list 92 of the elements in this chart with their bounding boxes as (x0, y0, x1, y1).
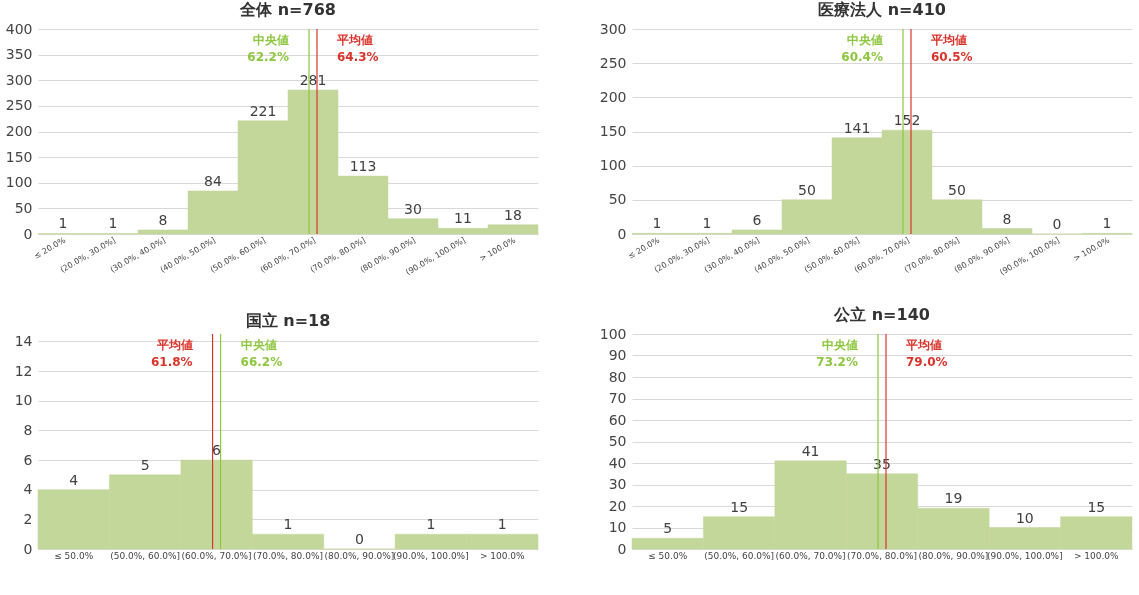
y-tick-label: 4 (23, 481, 33, 498)
data-label: 15 (1087, 498, 1106, 515)
y-tick-label: 10 (14, 392, 33, 409)
x-tick-label: (60.0%, 70.0%] (181, 550, 252, 561)
data-label: 18 (504, 206, 522, 223)
y-tick-label: 60 (608, 411, 627, 428)
y-tick-label: 100 (5, 174, 33, 191)
x-tick-label: (70.0%, 80.0%] (847, 550, 917, 561)
y-tick-label: 100 (599, 157, 627, 174)
data-label: 10 (1015, 509, 1034, 526)
y-tick-label: 150 (5, 148, 33, 165)
ref-line-label: 平均値 79.0% (905, 338, 948, 369)
y-tick-label: 300 (5, 71, 33, 88)
data-label: 84 (204, 172, 222, 189)
chart-title: 医療法人 n=410 (818, 0, 946, 19)
chart-title: 国立 n=18 (245, 311, 331, 331)
y-tick-label: 300 (599, 20, 627, 37)
y-tick-label: 10 (608, 519, 627, 535)
y-tick-label: 70 (608, 390, 627, 406)
x-tick-label: > 100.0% (479, 550, 526, 561)
y-tick-label: 12 (14, 362, 33, 379)
data-label: 8 (1002, 210, 1012, 227)
x-tick-label: (60.0%, 70.0%] (775, 550, 846, 561)
ref-line-label: 中央値 66.2% (240, 338, 283, 369)
chart-title: 全体 n=768 (239, 0, 336, 19)
data-label: 15 (730, 498, 749, 515)
y-tick-label: 250 (599, 54, 627, 71)
y-tick-label: 200 (599, 88, 627, 105)
y-tick-label: 80 (608, 368, 627, 385)
y-tick-label: 8 (23, 421, 33, 438)
x-tick-label: (90.0%, 100.0%] (987, 550, 1063, 561)
data-label: 8 (158, 211, 168, 228)
data-label: 50 (798, 181, 816, 198)
y-tick-label: 400 (5, 20, 33, 37)
x-tick-label: (80.0%, 90.0%] (918, 550, 989, 561)
data-label: 1 (283, 516, 293, 533)
data-label: 1 (108, 215, 118, 232)
data-label: 6 (752, 211, 762, 228)
data-label: 1 (652, 215, 662, 232)
data-label: 1 (497, 516, 507, 533)
ref-line-label: 中央値 60.4% (841, 33, 883, 64)
data-label: 11 (454, 210, 472, 227)
data-label: 50 (948, 181, 966, 198)
data-label: 221 (249, 102, 277, 119)
data-label: 1 (426, 516, 436, 533)
y-tick-label: 0 (617, 225, 627, 242)
data-label: 5 (140, 456, 150, 473)
data-label: 19 (944, 490, 963, 507)
y-tick-label: 30 (608, 476, 627, 492)
y-tick-label: 6 (23, 451, 33, 468)
y-tick-label: 150 (599, 123, 627, 139)
x-tick-label: ≤ 50.0% (54, 550, 94, 561)
x-tick-label: (80.0%, 90.0%] (324, 550, 395, 561)
ref-line-label: 中央値 73.2% (816, 338, 858, 369)
y-tick-label: 50 (14, 199, 33, 216)
y-tick-label: 14 (14, 332, 33, 349)
y-tick-label: 40 (608, 454, 627, 471)
data-label: 41 (801, 442, 820, 459)
data-label: 113 (349, 158, 377, 175)
data-label: 0 (1052, 216, 1062, 232)
y-tick-label: 50 (608, 191, 627, 208)
data-label: 1 (58, 215, 68, 232)
y-tick-label: 0 (23, 225, 33, 242)
data-label: 30 (404, 200, 422, 217)
x-tick-label: (50.0%, 60.0%] (110, 550, 181, 561)
data-label: 1 (1102, 215, 1112, 232)
y-tick-label: 2 (23, 510, 33, 527)
x-tick-label: > 100.0% (1073, 550, 1120, 561)
y-tick-label: 200 (5, 123, 33, 139)
y-tick-label: 100 (599, 325, 627, 342)
y-tick-label: 20 (608, 497, 627, 514)
x-tick-label: (70.0%, 80.0%] (253, 550, 323, 561)
ref-line-label: 平均値 61.8% (150, 338, 193, 369)
data-label: 5 (663, 520, 673, 537)
y-tick-label: 250 (5, 97, 33, 114)
y-tick-label: 0 (617, 540, 627, 557)
data-label: 0 (354, 531, 364, 547)
data-label: 141 (843, 119, 871, 136)
x-tick-label: ≤ 50.0% (648, 550, 688, 561)
x-tick-label: (90.0%, 100.0%] (393, 550, 469, 561)
y-tick-label: 90 (608, 347, 627, 363)
ref-line-label: 中央値 62.2% (247, 33, 289, 64)
chart-title: 公立 n=140 (833, 305, 930, 324)
y-tick-label: 350 (5, 46, 33, 63)
y-tick-label: 0 (23, 540, 33, 557)
ref-line-label: 平均値 60.5% (930, 33, 973, 64)
x-tick-label: (50.0%, 60.0%] (704, 550, 775, 561)
data-label: 6 (212, 442, 222, 459)
ref-line-label: 平均値 64.3% (336, 33, 379, 64)
y-tick-label: 50 (608, 433, 627, 449)
data-label: 4 (69, 471, 79, 488)
data-label: 1 (702, 215, 712, 232)
